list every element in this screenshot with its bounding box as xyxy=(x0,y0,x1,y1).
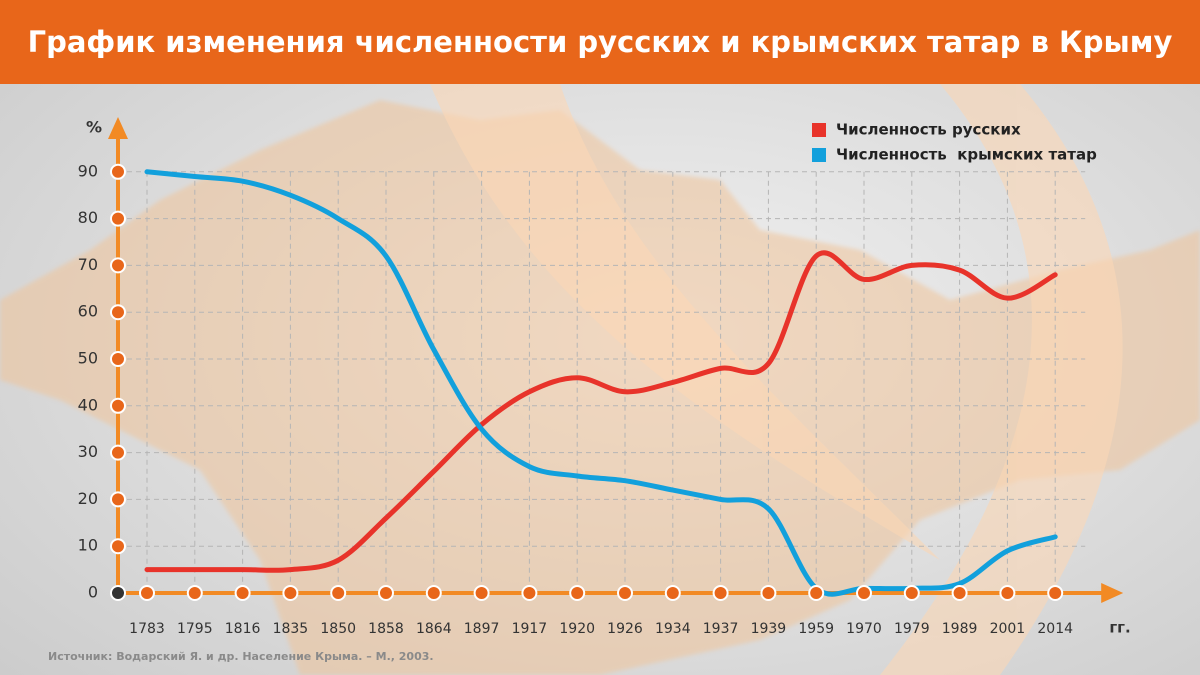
x-tick-label: 1989 xyxy=(942,621,978,637)
y-tick-dot xyxy=(110,257,126,274)
y-tick-label: 70 xyxy=(78,255,98,274)
y-tick-label: 0 xyxy=(88,583,98,602)
x-axis-label: гг. xyxy=(1109,619,1130,637)
y-tick-label: 40 xyxy=(78,395,98,414)
x-tick-label: 1783 xyxy=(129,621,165,637)
legend-swatch xyxy=(812,123,826,137)
x-tick-label: 1939 xyxy=(751,621,787,637)
y-tick-dot xyxy=(110,585,126,601)
x-tick-label: 1795 xyxy=(177,621,213,637)
legend-swatch xyxy=(812,148,826,162)
y-tick-label: 10 xyxy=(78,536,98,555)
y-tick-dot xyxy=(110,304,126,321)
x-tick-label: 1917 xyxy=(512,621,548,637)
x-tick-dot xyxy=(664,585,681,601)
x-tick-dot xyxy=(712,585,729,601)
y-tick-dot xyxy=(110,397,126,414)
header-bar xyxy=(0,0,1200,84)
y-tick-dot xyxy=(110,351,126,367)
y-axis-label: % xyxy=(86,118,102,137)
plot-area: 0 10 20 30 40 50 60 70 80 90 1783 1795 1816 1835 1850 1… xyxy=(78,117,1124,637)
x-tick-dot xyxy=(856,585,872,601)
x-tick-label: 1970 xyxy=(846,621,882,637)
x-tick-label: 2001 xyxy=(990,621,1026,637)
y-tick-dot xyxy=(110,491,126,508)
legend-label: Численность русских xyxy=(836,121,1021,139)
x-tick-label: 1926 xyxy=(607,621,643,637)
source-note: Источник: Водарский Я. и др. Население К… xyxy=(48,650,434,663)
x-tick-label: 1934 xyxy=(655,621,691,637)
x-tick-label: 1835 xyxy=(273,621,309,637)
x-tick-dot xyxy=(808,585,825,601)
x-tick-dot xyxy=(951,585,968,601)
y-tick-label: 60 xyxy=(78,302,98,321)
chart-title: График изменения численности русских и к… xyxy=(28,25,1173,59)
y-tick-label: 90 xyxy=(78,161,98,180)
x-tick-label: 1959 xyxy=(798,621,834,637)
y-tick-dot xyxy=(110,163,126,180)
x-tick-dot xyxy=(1047,585,1064,601)
x-tick-label: 1937 xyxy=(703,621,739,637)
decor-swoosh xyxy=(430,84,1123,675)
legend-label: Численность крымских татар xyxy=(836,146,1097,164)
x-tick-dot xyxy=(999,585,1016,601)
x-tick-label: 1897 xyxy=(464,621,500,637)
x-tick-dot xyxy=(282,585,299,601)
series-line xyxy=(144,169,1058,597)
x-tick-label: 1864 xyxy=(416,621,452,637)
x-tick-dot xyxy=(903,585,920,601)
x-tick-dot xyxy=(234,585,251,601)
x-axis-arrow xyxy=(1101,583,1124,603)
y-tick-dot xyxy=(110,444,126,461)
x-tick-dot xyxy=(569,585,586,601)
x-tick-dot xyxy=(139,585,155,601)
y-tick-dot xyxy=(110,538,126,555)
x-tick-label: 1850 xyxy=(320,621,356,637)
y-tick-label: 50 xyxy=(78,349,98,368)
x-tick-dot xyxy=(330,585,347,601)
x-tick-dot xyxy=(617,585,633,601)
x-tick-dot xyxy=(473,585,490,601)
y-tick-dot xyxy=(110,210,126,227)
y-tick-label: 20 xyxy=(78,489,98,508)
x-tick-label: 1816 xyxy=(225,621,261,637)
x-tick-label: 1858 xyxy=(368,621,404,637)
x-tick-dot xyxy=(186,585,203,601)
x-tick-label: 1979 xyxy=(894,621,930,637)
x-tick-dot xyxy=(378,585,394,601)
x-tick-dot xyxy=(425,585,442,601)
y-axis-arrow xyxy=(108,117,128,139)
x-tick-label: 2014 xyxy=(1037,621,1073,637)
x-tick-dot xyxy=(760,585,777,601)
series-line xyxy=(144,250,1058,573)
y-tick-label: 80 xyxy=(78,208,98,227)
x-tick-dot xyxy=(521,585,538,601)
y-tick-label: 30 xyxy=(78,442,98,461)
x-tick-label: 1920 xyxy=(559,621,595,637)
